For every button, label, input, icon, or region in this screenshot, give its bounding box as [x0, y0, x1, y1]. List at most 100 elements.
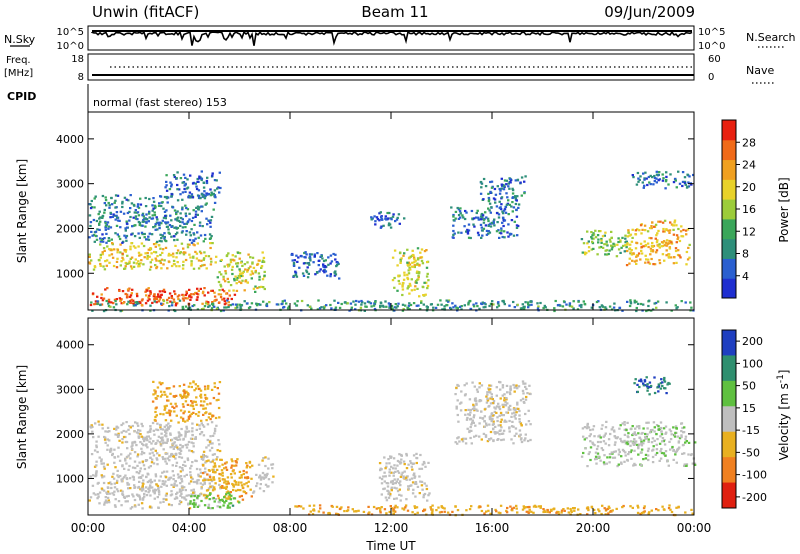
heatmap-cell [136, 455, 139, 458]
heatmap-cell [395, 487, 398, 490]
heatmap-cell [617, 453, 621, 456]
heatmap-cell [141, 214, 144, 217]
heatmap-cell [327, 263, 330, 266]
heatmap-cell [240, 474, 243, 477]
heatmap-cell [262, 476, 265, 479]
heatmap-cell [382, 475, 385, 478]
heatmap-cell [652, 421, 656, 424]
heatmap-cell [199, 468, 202, 471]
heatmap-cell [185, 187, 189, 190]
heatmap-cell [225, 499, 228, 502]
heatmap-cell [651, 221, 654, 224]
heatmap-cell [515, 504, 518, 507]
heatmap-cell [675, 186, 678, 189]
heatmap-cell [196, 213, 199, 216]
heatmap-cell [119, 243, 122, 246]
heatmap-cell [189, 502, 192, 505]
heatmap-cell [219, 293, 223, 296]
freq-label-line2: [MHz] [4, 68, 33, 79]
heatmap-cell [158, 423, 162, 426]
heatmap-cell [496, 221, 499, 224]
heatmap-cell [227, 482, 230, 485]
heatmap-cell [190, 412, 193, 415]
heatmap-cell [152, 429, 155, 432]
heatmap-cell [190, 493, 193, 496]
heatmap-cell [596, 253, 599, 256]
heatmap-cell [94, 475, 97, 478]
heatmap-cell [113, 461, 116, 464]
heatmap-cell [653, 391, 657, 395]
heatmap-cell [141, 442, 144, 445]
heatmap-cell [238, 257, 241, 260]
heatmap-cell [554, 299, 557, 303]
heatmap-cell [99, 216, 102, 219]
heatmap-cell [596, 234, 600, 237]
heatmap-cell [214, 261, 217, 264]
heatmap-cell [484, 306, 487, 309]
heatmap-cell [152, 226, 155, 229]
heatmap-cell [138, 254, 141, 257]
heatmap-cell [686, 258, 690, 261]
heatmap-cell [334, 258, 337, 261]
heatmap-cell [452, 233, 455, 236]
cpid-text: normal (fast stereo) 153 [93, 96, 227, 109]
heatmap-cell [375, 216, 379, 219]
heatmap-cell [416, 270, 419, 273]
heatmap-cell [354, 303, 357, 306]
heatmap-cell [642, 186, 645, 189]
heatmap-cell [156, 395, 159, 398]
heatmap-cell [230, 297, 233, 301]
heatmap-cell [634, 433, 638, 436]
heatmap-cell [390, 218, 393, 221]
heatmap-cell [193, 223, 196, 226]
heatmap-cell [179, 482, 182, 485]
heatmap-cell [169, 402, 173, 405]
heatmap-cell [502, 209, 506, 212]
heatmap-cell [182, 247, 185, 250]
heatmap-cell [219, 473, 223, 476]
heatmap-cell [149, 291, 152, 294]
heatmap-cell [499, 420, 503, 424]
heatmap-cell [158, 221, 162, 224]
heatmap-cell [407, 304, 411, 307]
heatmap-cell [513, 411, 516, 414]
heatmap-cell [229, 473, 233, 476]
heatmap-cell [677, 227, 680, 231]
colorbar-tick-label: 28 [742, 136, 756, 149]
heatmap-cell [129, 248, 132, 251]
heatmap-cell [208, 440, 212, 443]
heatmap-cell [425, 281, 428, 284]
heatmap-cell [508, 391, 512, 394]
heatmap-cell [408, 292, 411, 295]
heatmap-cell [224, 270, 227, 273]
heatmap-cell [655, 170, 658, 173]
heatmap-cell [178, 452, 181, 455]
heatmap-cell [658, 262, 662, 265]
heatmap-cell [106, 463, 109, 466]
heatmap-cell [208, 493, 211, 496]
heatmap-cell [604, 432, 607, 435]
heatmap-cell [670, 242, 674, 245]
heatmap-cell [161, 482, 164, 485]
heatmap-cell [167, 260, 171, 263]
heatmap-cell [439, 299, 442, 302]
heatmap-cell [400, 494, 403, 497]
heatmap-cell [396, 478, 399, 481]
heatmap-cell [364, 305, 367, 308]
heatmap-cell [495, 394, 498, 397]
heatmap-cell [189, 480, 193, 483]
heatmap-cell [231, 482, 234, 486]
heatmap-cell [647, 447, 650, 450]
heatmap-cell [595, 300, 599, 304]
heatmap-cell [468, 429, 471, 432]
heatmap-cell [597, 455, 600, 458]
heatmap-cell [121, 202, 124, 205]
heatmap-cell [479, 505, 482, 508]
power-colorbar-label: Power [dB] [777, 177, 791, 242]
heatmap-cell [115, 303, 118, 306]
heatmap-cell [90, 424, 93, 427]
heatmap-cell [307, 272, 310, 275]
heatmap-cell [107, 305, 111, 308]
heatmap-cell [131, 493, 134, 496]
heatmap-cell [153, 492, 156, 495]
